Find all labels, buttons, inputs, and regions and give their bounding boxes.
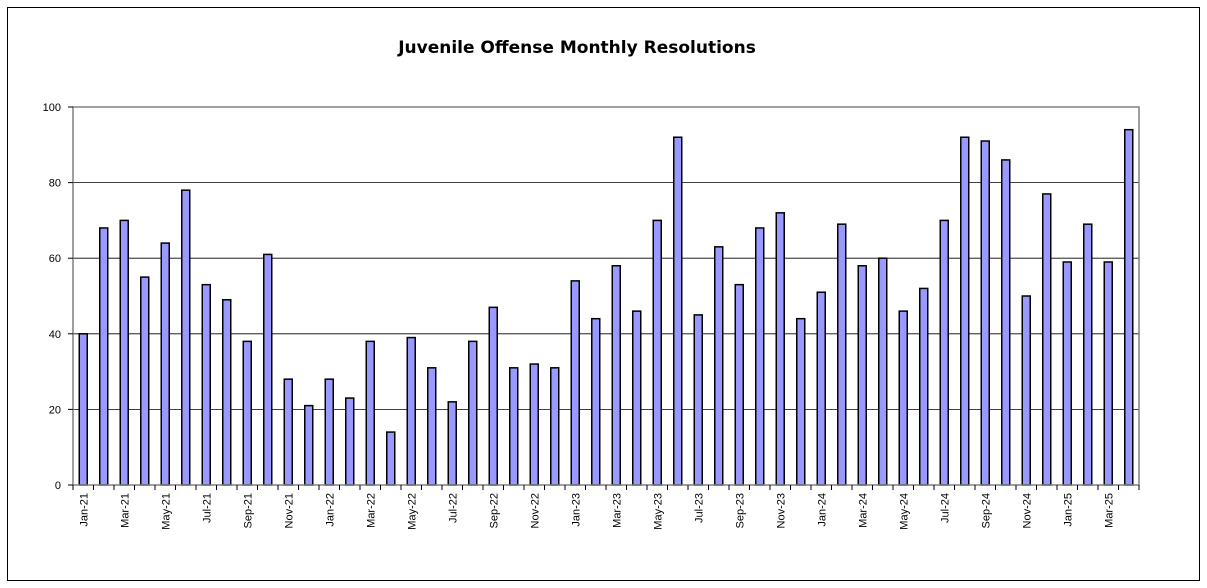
bar-May-22 bbox=[406, 336, 416, 486]
bar-Sep-23 bbox=[734, 283, 744, 486]
bar-Aug-23 bbox=[714, 246, 724, 486]
x-tick-label: Sep-21 bbox=[242, 493, 254, 528]
bar-Oct-23 bbox=[755, 227, 765, 486]
x-tick-label: Jul-23 bbox=[693, 493, 705, 523]
bar-Apr-25 bbox=[1124, 128, 1134, 486]
x-tick-label: May-21 bbox=[160, 493, 172, 530]
x-tick-label: May-22 bbox=[406, 493, 418, 530]
x-tick-label: Mar-24 bbox=[857, 493, 869, 528]
bar-Aug-24 bbox=[960, 136, 970, 486]
bar-Jul-21 bbox=[201, 283, 211, 486]
bar-Jan-22 bbox=[324, 378, 334, 486]
bar-Dec-21 bbox=[304, 404, 314, 486]
bar-Apr-23 bbox=[632, 310, 642, 486]
y-tick-label: 100 bbox=[43, 102, 61, 114]
gridlines bbox=[73, 182, 1139, 410]
bar-Dec-23 bbox=[796, 317, 806, 486]
bar-Aug-22 bbox=[468, 340, 478, 486]
bar-Nov-21 bbox=[283, 378, 293, 486]
x-tick-label: Sep-24 bbox=[980, 493, 992, 528]
bar-Jun-23 bbox=[673, 136, 683, 486]
x-tick-label: Sep-23 bbox=[734, 493, 746, 528]
bar-Nov-23 bbox=[775, 212, 785, 486]
y-tick-label: 80 bbox=[49, 178, 61, 190]
x-tick-label: Jul-21 bbox=[201, 493, 213, 523]
plot-area-border bbox=[72, 106, 1140, 486]
x-tick-label: Mar-25 bbox=[1103, 493, 1115, 528]
bars bbox=[78, 128, 1134, 486]
bar-Feb-21 bbox=[99, 227, 109, 486]
bar-Dec-22 bbox=[550, 367, 560, 486]
bar-Apr-22 bbox=[386, 431, 396, 486]
bar-Feb-23 bbox=[591, 317, 601, 486]
bar-Jul-23 bbox=[693, 314, 703, 486]
bar-Jan-24 bbox=[816, 291, 826, 486]
bar-Mar-21 bbox=[119, 219, 129, 486]
x-tick-label: Mar-21 bbox=[119, 493, 131, 528]
x-tick-label: Jan-25 bbox=[1062, 493, 1074, 527]
x-tick-label: May-24 bbox=[898, 493, 910, 530]
bar-Jul-22 bbox=[447, 401, 457, 486]
x-tick-label: Jan-21 bbox=[78, 493, 90, 527]
bar-Jan-23 bbox=[570, 280, 580, 486]
x-tick-label: Nov-24 bbox=[1021, 493, 1033, 528]
x-tick-label: Jan-24 bbox=[816, 493, 828, 527]
bar-Jun-22 bbox=[427, 367, 437, 486]
bar-Nov-22 bbox=[529, 363, 539, 486]
x-tick-label: Jul-24 bbox=[939, 493, 951, 523]
bar-Mar-24 bbox=[857, 265, 867, 486]
x-tick-label: Nov-21 bbox=[283, 493, 295, 528]
bar-Apr-21 bbox=[140, 276, 150, 486]
bar-Dec-24 bbox=[1042, 193, 1052, 486]
bar-May-24 bbox=[898, 310, 908, 486]
bar-Mar-22 bbox=[365, 340, 375, 486]
y-axis-ticks: 0 20 40 60 80 100 bbox=[43, 102, 73, 492]
x-tick-label: Mar-22 bbox=[365, 493, 377, 528]
bar-Feb-24 bbox=[837, 223, 847, 486]
bar-Mar-23 bbox=[611, 265, 621, 486]
x-axis-ticks: Jan-21 Mar-21 May-21 Jul-21 Sep-21 Nov-21 Jan-… bbox=[72, 485, 1140, 530]
bar-Oct-24 bbox=[1001, 159, 1011, 486]
x-tick-label: Jan-23 bbox=[570, 493, 582, 527]
x-tick-label: Nov-23 bbox=[775, 493, 787, 528]
bar-Jun-21 bbox=[181, 189, 191, 486]
bar-Jul-24 bbox=[939, 219, 949, 486]
x-tick-label: Nov-22 bbox=[529, 493, 541, 528]
x-tick-label: Jan-22 bbox=[324, 493, 336, 527]
y-tick-label: 60 bbox=[49, 253, 61, 265]
bar-May-23 bbox=[652, 219, 662, 486]
chart-title: Juvenile Offense Monthly Resolutions bbox=[397, 38, 756, 58]
x-tick-label: May-23 bbox=[652, 493, 664, 530]
bar-Oct-21 bbox=[263, 253, 273, 486]
y-tick-label: 40 bbox=[49, 329, 61, 341]
x-tick-label: Jul-22 bbox=[447, 493, 459, 523]
bar-Jun-24 bbox=[919, 287, 929, 486]
x-tick-label: Sep-22 bbox=[488, 493, 500, 528]
bar-May-21 bbox=[160, 242, 170, 486]
bar-Mar-25 bbox=[1103, 261, 1113, 486]
bar-Sep-21 bbox=[242, 340, 252, 486]
y-tick-label: 0 bbox=[55, 480, 61, 492]
bar-Feb-25 bbox=[1083, 223, 1093, 486]
bar-Feb-22 bbox=[345, 397, 355, 486]
bar-Sep-22 bbox=[488, 306, 498, 486]
x-tick-label: Mar-23 bbox=[611, 493, 623, 528]
bar-Oct-22 bbox=[509, 367, 519, 486]
bar-Sep-24 bbox=[980, 140, 990, 486]
bar-Aug-21 bbox=[222, 299, 232, 486]
y-tick-label: 20 bbox=[49, 404, 61, 416]
bar-Jan-25 bbox=[1062, 261, 1072, 486]
bar-Jan-21 bbox=[78, 333, 88, 486]
bar-Apr-24 bbox=[878, 257, 888, 486]
bar-Nov-24 bbox=[1021, 295, 1031, 486]
